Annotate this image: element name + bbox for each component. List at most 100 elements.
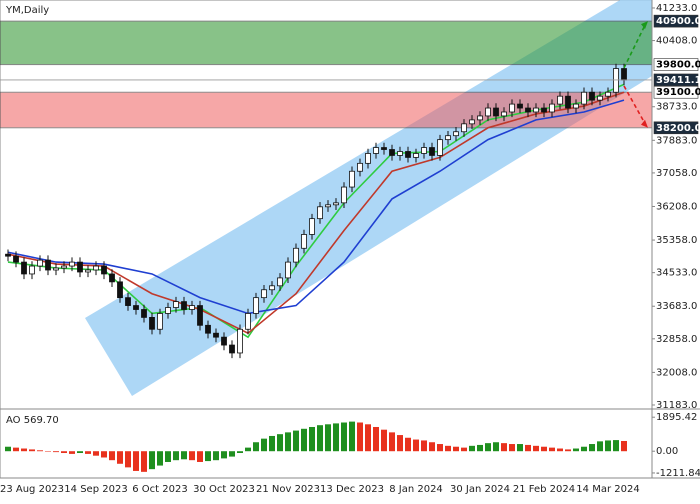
candle-body <box>565 95 571 109</box>
x-tick-label: 21 Feb 2024 <box>513 484 575 495</box>
candle-body <box>285 261 291 279</box>
candle-body <box>69 261 75 267</box>
y-tick-label: 37883.0 <box>656 135 697 146</box>
ao-tick-label: 1895.42 <box>656 412 697 423</box>
candle-body <box>45 259 51 271</box>
x-tick-label: 30 Jan 2024 <box>450 484 510 495</box>
ao-bar <box>413 439 419 452</box>
ao-bar <box>173 451 179 461</box>
candle-body <box>525 107 531 113</box>
candle-body <box>293 247 299 263</box>
candle-body <box>589 91 595 101</box>
candle-body <box>173 301 179 308</box>
candle-body <box>413 153 419 158</box>
candle-body <box>333 202 339 206</box>
ao-bar <box>93 451 99 456</box>
ao-bar <box>477 444 483 452</box>
candle-body <box>317 206 323 220</box>
candle-body <box>341 186 347 204</box>
level-label-box <box>653 85 699 99</box>
ao-bar <box>469 445 475 452</box>
ao-bar <box>453 446 459 452</box>
candle-body <box>557 95 563 105</box>
candle-body <box>621 68 627 81</box>
level-label-box <box>653 14 699 28</box>
ao-bar <box>181 451 187 460</box>
buy-zone <box>0 20 653 66</box>
candle-body <box>445 135 451 141</box>
ao-bar <box>237 451 243 454</box>
ao-bar <box>365 424 371 452</box>
down-arrow-head <box>641 119 648 128</box>
candle-body <box>117 281 123 299</box>
ao-bar <box>69 451 75 454</box>
ao-bar <box>205 451 211 462</box>
level-label-box <box>653 58 699 71</box>
ao-bar <box>397 435 403 452</box>
ao-bar <box>333 423 339 452</box>
ao-bar <box>597 441 603 452</box>
candle-body <box>109 273 115 283</box>
candle-body <box>269 285 275 291</box>
ao-bar <box>45 451 51 452</box>
candle-body <box>213 332 219 338</box>
ao-title: AO 569.70 <box>6 415 59 426</box>
candle-body <box>261 289 267 299</box>
ao-tick-label: 0.00 <box>656 446 678 457</box>
candle-body <box>485 107 491 117</box>
candle-body <box>125 297 131 306</box>
candle-body <box>221 336 227 346</box>
ao-bar <box>341 422 347 452</box>
candle-body <box>53 267 59 271</box>
candle-body <box>493 107 499 117</box>
x-tick-label: 14 Sep 2023 <box>64 484 127 495</box>
x-tick-label: 21 Nov 2023 <box>256 484 320 495</box>
ao-bar <box>125 451 131 468</box>
ao-bar <box>541 446 547 452</box>
candle-body <box>61 265 67 269</box>
ao-bar <box>221 451 227 459</box>
ao-bar <box>621 440 627 452</box>
ao-bar <box>77 451 83 454</box>
ao-bar <box>381 429 387 452</box>
ao-bar <box>525 444 531 452</box>
candle-body <box>325 204 331 208</box>
candle-body <box>381 147 387 150</box>
candle-body <box>245 313 251 330</box>
ao-bar <box>357 422 363 452</box>
ao-bar <box>277 434 283 452</box>
candle-body <box>373 147 379 154</box>
ao-bar <box>309 426 315 452</box>
y-tick-label: 32858.0 <box>656 334 697 345</box>
ao-bar <box>149 451 155 470</box>
ao-bar <box>557 448 563 452</box>
candle-body <box>477 115 483 121</box>
y-tick-label: 40408.0 <box>656 36 697 47</box>
candle-body <box>157 313 163 330</box>
y-tick-label: 37058.0 <box>656 168 697 179</box>
candle-body <box>541 107 547 113</box>
x-tick-label: 8 Jan 2024 <box>389 484 443 495</box>
candle-body <box>437 139 443 156</box>
candle-body <box>301 234 307 249</box>
ao-bar <box>373 426 379 452</box>
ao-bar <box>85 451 91 454</box>
chart-title: YM,Daily <box>5 5 49 16</box>
ao-bar <box>165 451 171 462</box>
ao-bar <box>61 451 67 454</box>
ao-bar <box>421 440 427 452</box>
candle-body <box>237 328 243 354</box>
ao-bar <box>461 447 467 452</box>
candle-body <box>509 103 515 113</box>
ao-bar <box>509 444 515 452</box>
candle-body <box>389 149 395 156</box>
up-arrow-head <box>641 21 648 30</box>
ao-bar <box>157 451 163 466</box>
candle-body <box>349 170 355 188</box>
ao-bar <box>349 421 355 452</box>
candle-body <box>605 91 611 97</box>
candle-body <box>165 307 171 314</box>
ao-bar <box>245 447 251 452</box>
level-label: 40900.0 <box>656 16 700 27</box>
